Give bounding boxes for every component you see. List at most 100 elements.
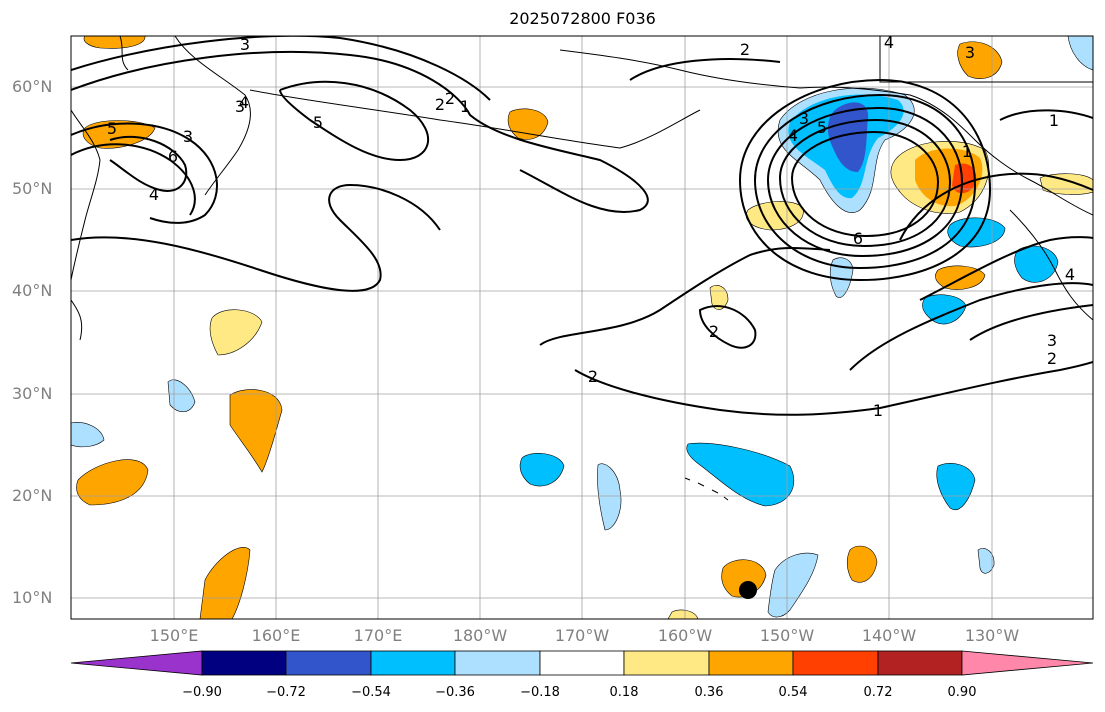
lon-label-160w: 160°W (657, 626, 713, 645)
negative-anomaly-3 (922, 294, 967, 325)
colorbar-bin-redorange (792, 650, 879, 676)
contour-label: 6 (168, 147, 178, 166)
lon-label-130w: 130°W (964, 626, 1020, 645)
negative-anomaly-gulf-alaska-inner (827, 102, 869, 172)
contour-label: 2 (588, 367, 598, 386)
lon-label-150w: 150°W (759, 626, 815, 645)
negative-anomaly-10 (936, 463, 976, 510)
positive-anomaly-4 (209, 309, 263, 356)
contour-line-10 (698, 305, 757, 349)
map-frame (70, 35, 1094, 620)
contour-label: 6 (853, 229, 863, 248)
negative-anomaly-1 (947, 217, 1006, 248)
colorbar-bin-lightyellow (623, 650, 710, 676)
lon-label-170e: 170°E (353, 626, 403, 645)
contour-line-9 (574, 361, 1093, 416)
contour-label: 3 (240, 35, 250, 54)
colorbar-tick: −0.72 (266, 685, 306, 700)
contour-label: 5 (817, 118, 827, 137)
colorbar-tick: 0.18 (609, 685, 639, 700)
contour-line-11 (849, 282, 1093, 371)
positive-anomaly-11 (957, 41, 1003, 79)
contour-label: 2 (709, 322, 719, 341)
negative-anomaly-5 (167, 379, 196, 413)
storm-position-marker (739, 581, 757, 599)
colorbar-bin-blue (285, 650, 372, 676)
contour-low-3 (766, 106, 964, 258)
contour-low-2 (753, 93, 977, 270)
colorbar-tick: −0.36 (435, 685, 475, 700)
contour-label: 1 (962, 142, 972, 161)
positive-anomaly-nw2 (82, 120, 156, 149)
positive-anomaly-nw1 (83, 36, 146, 49)
coastline-na-west (1009, 209, 1093, 321)
lat-label-30n: 30°N (12, 384, 53, 403)
coastline-bering-box (879, 36, 1093, 83)
contour-line-7 (71, 183, 441, 292)
contour-line-4 (71, 143, 196, 216)
colorbar-tick: −0.90 (182, 685, 222, 700)
lat-label-60n: 60°N (12, 77, 53, 96)
contour-label: 3 (235, 97, 245, 116)
contour-label: 4 (788, 126, 798, 145)
coastline-aleutians (249, 89, 701, 149)
contour-low-1 (738, 78, 992, 282)
colorbar-bin-darkred (877, 650, 963, 676)
contour-line-16 (629, 58, 781, 81)
contour-line-1 (71, 50, 649, 213)
contour-low-5 (790, 130, 940, 238)
contour-label: 1 (460, 97, 470, 116)
contour-labels: 3 2 1 4 5 6 3 5 4 3 2 1 2 3 4 5 6 1 4 3 … (107, 33, 1075, 420)
contour-label: 5 (313, 113, 323, 132)
contour-label: 2 (1047, 349, 1057, 368)
contour-label: 4 (884, 33, 894, 52)
contour-line-3 (71, 122, 218, 224)
lat-label-40n: 40°N (12, 281, 53, 300)
colorbar-bin-deepsky (370, 650, 456, 676)
contour-line-2 (71, 36, 491, 101)
colorbar-tick: 0.54 (778, 685, 808, 700)
coastline-islands-hawaii (684, 477, 729, 501)
positive-anomaly-nw3 (507, 108, 549, 140)
lat-label-50n: 50°N (12, 179, 53, 198)
contour-label: 3 (183, 127, 193, 146)
lon-label-140w: 140°W (861, 626, 917, 645)
contour-line-6 (279, 80, 430, 162)
colorbar-low-extend (70, 650, 203, 676)
contour-line-5 (109, 135, 188, 192)
negative-anomaly-11 (977, 548, 995, 574)
contour-label: 3 (799, 109, 809, 128)
colorbar-tick: 0.36 (694, 685, 724, 700)
negative-anomaly-6 (71, 422, 105, 448)
lon-label-170w: 170°W (554, 626, 610, 645)
contour-label: 1 (873, 401, 883, 420)
negative-anomaly-13 (1067, 36, 1093, 71)
contour-line-12 (919, 236, 1093, 301)
colorbar-bin-orange (708, 650, 794, 676)
contour-label: 3 (965, 43, 975, 62)
contour-label: 2 (435, 95, 445, 114)
contour-line-14 (899, 172, 1093, 241)
map-title: 2025072800 F036 (509, 9, 656, 28)
contour-low-4 (778, 118, 952, 248)
contour-line-8 (539, 247, 831, 346)
colorbar-tick: −0.18 (520, 685, 560, 700)
colorbar (70, 650, 1094, 676)
colorbar-bin-lightblue (454, 650, 541, 676)
positive-anomaly-6 (76, 459, 149, 506)
coastline-asia (71, 36, 129, 341)
contour-line-13 (999, 109, 1093, 121)
coastline-kamchatka (174, 36, 251, 196)
contour-label: 4 (149, 185, 159, 204)
height-contours (71, 36, 1093, 416)
contour-label: 1 (1049, 111, 1059, 130)
contour-label: 2 (445, 89, 455, 108)
contour-label: 3 (1047, 331, 1057, 350)
colorbar-bin-navy (201, 650, 287, 676)
positive-anomaly-10 (667, 609, 699, 619)
contour-label: 5 (107, 119, 117, 138)
colorbar-tick: −0.54 (351, 685, 391, 700)
negative-anomaly-7 (519, 453, 565, 487)
negative-anomaly-8 (597, 463, 622, 531)
contour-label: 4 (239, 93, 249, 112)
